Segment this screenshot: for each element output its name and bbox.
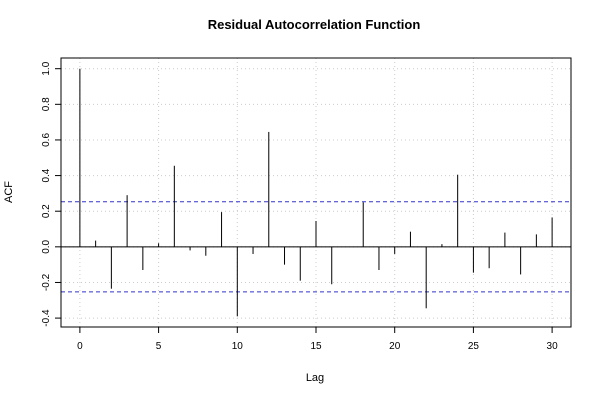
grid-layer (61, 58, 571, 327)
x-axis: 0 5 10 15 20 25 30 (77, 327, 558, 352)
y-tick-label: 1.0 (41, 61, 52, 75)
y-tick-label: 0.6 (41, 133, 52, 147)
x-tick-label: 0 (77, 341, 83, 352)
y-tick-label: 0.4 (41, 168, 52, 182)
y-tick-label: 0.2 (41, 204, 52, 218)
acf-stems (79, 68, 553, 317)
y-tick-label: -0.2 (41, 273, 52, 291)
chart-title: Residual Autocorrelation Function (208, 17, 421, 32)
x-tick-label: 10 (232, 341, 244, 352)
x-tick-label: 5 (156, 341, 162, 352)
y-tick-label: -0.4 (41, 309, 52, 327)
x-tick-label: 20 (389, 341, 401, 352)
x-tick-label: 15 (310, 341, 322, 352)
confidence-bounds (61, 201, 571, 293)
y-axis: -0.4 -0.2 0.0 0.2 0.4 0.6 0.8 1.0 (41, 61, 61, 327)
x-tick-label: 25 (468, 341, 480, 352)
y-tick-label: 0.0 (41, 239, 52, 253)
x-axis-label: Lag (306, 372, 324, 384)
x-tick-label: 30 (547, 341, 559, 352)
y-axis-label: ACF (3, 181, 15, 203)
y-tick-label: 0.8 (41, 97, 52, 111)
